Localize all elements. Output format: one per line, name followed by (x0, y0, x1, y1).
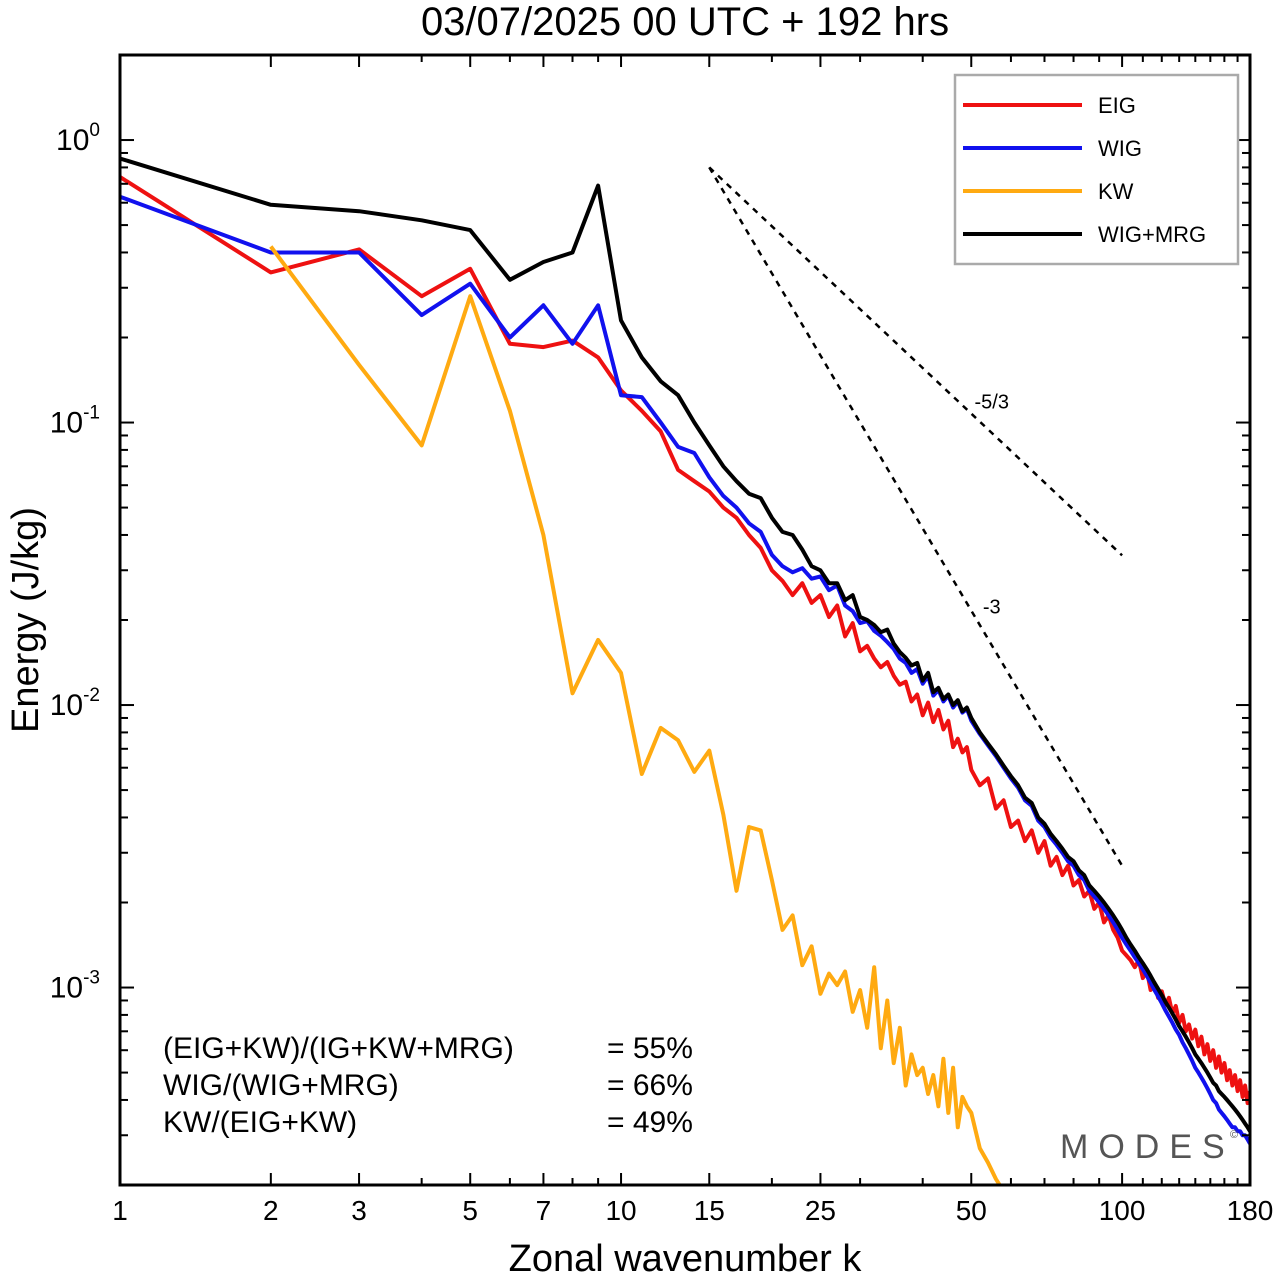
slope-label-3: -3 (983, 596, 1001, 618)
x-tick-label: 5 (462, 1195, 478, 1226)
legend-label-kw: KW (1098, 179, 1134, 204)
slope-line-3 (708, 166, 1124, 867)
x-tick-label: 15 (694, 1195, 725, 1226)
stat-ratio-value: = 49% (607, 1106, 693, 1139)
y-tick-label: 10-1 (50, 403, 100, 440)
x-tick-label: 7 (536, 1195, 552, 1226)
x-tick-label: 3 (351, 1195, 367, 1226)
x-tick-label: 50 (956, 1195, 987, 1226)
series-line-kw (269, 245, 1003, 1185)
series-line-wig (120, 194, 1250, 1145)
stat-ratio-value: = 66% (607, 1069, 693, 1102)
legend-label-wig: WIG (1098, 136, 1142, 161)
x-axis-label: Zonal wavenumber k (509, 1238, 863, 1280)
legend-label-eig: EIG (1098, 93, 1136, 118)
stat-ratio-label: (EIG+KW)/(IG+KW+MRG) (163, 1032, 514, 1065)
x-tick-label: 100 (1099, 1195, 1146, 1226)
y-tick-label: 10-2 (50, 685, 100, 722)
series-layer (120, 156, 1250, 1185)
statistics-annotations: (EIG+KW)/(IG+KW+MRG) = 55% WIG/(WIG+MRG) = … (163, 1032, 693, 1139)
series-line-wig-mrg (120, 156, 1250, 1133)
chart-title: 03/07/2025 00 UTC + 192 hrs (421, 0, 949, 44)
y-tick-label: 10-3 (50, 968, 100, 1005)
slope-label-5-3: -5/3 (975, 391, 1009, 413)
x-tick-label: 1 (112, 1195, 128, 1226)
tick-layer: 1 2 3 5 7 10 15 25 50 100 180 100 10-1 10-2 10-3 (50, 54, 1274, 1226)
legend-items: EIG WIG KW WIG+MRG (963, 93, 1206, 247)
x-tick-label: 10 (605, 1195, 636, 1226)
x-tick-label: 180 (1227, 1195, 1274, 1226)
reference-slope-layer: -5/3 -3 (708, 166, 1124, 867)
y-axis-label: Energy (J/kg) (5, 507, 47, 733)
series-line-eig (120, 175, 1250, 1106)
modes-watermark: MODES © (1060, 1128, 1238, 1166)
copyright-mark: © (1230, 1129, 1238, 1141)
legend: EIG WIG KW WIG+MRG (953, 73, 1240, 266)
legend-label-wig-mrg: WIG+MRG (1098, 222, 1206, 247)
stat-ratio-value: = 55% (607, 1032, 693, 1065)
stat-ratio-label: KW/(EIG+KW) (163, 1106, 357, 1139)
stat-ratio-label: WIG/(WIG+MRG) (163, 1069, 399, 1102)
x-tick-label: 25 (805, 1195, 836, 1226)
modes-logo-text: MODES (1060, 1128, 1235, 1166)
x-tick-label: 2 (263, 1195, 279, 1226)
slope-line-5-3 (708, 166, 1123, 557)
y-tick-label: 100 (56, 120, 100, 157)
